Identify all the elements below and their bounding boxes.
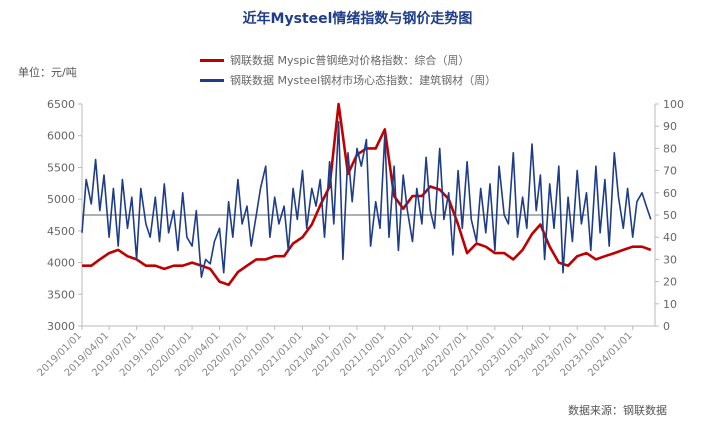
legend-label-price-index: 钢联数据 Myspic普钢绝对价格指数：综合（周） <box>230 54 470 67</box>
unit-label: 单位：元/吨 <box>18 66 77 79</box>
legend-item-sentiment-index: 钢联数据 Mysteel钢材市场心态指数：建筑钢材（周） <box>200 70 496 90</box>
left-axis-tick-label: 5500 <box>47 161 75 174</box>
left-axis-tick-label: 6500 <box>47 98 75 111</box>
legend-swatch-sentiment-index <box>200 78 224 82</box>
legend: 钢联数据 Myspic普钢绝对价格指数：综合（周） 钢联数据 Mysteel钢材… <box>200 50 496 90</box>
right-axis-tick-label: 10 <box>663 298 677 311</box>
legend-label-sentiment-index: 钢联数据 Mysteel钢材市场心态指数：建筑钢材（周） <box>230 74 497 87</box>
right-axis-tick-label: 30 <box>663 253 677 266</box>
chart-title: 近年Mysteel情绪指数与钢价走势图 <box>242 11 473 27</box>
right-axis-tick-label: 100 <box>663 98 684 111</box>
right-axis-tick-label: 70 <box>663 165 677 178</box>
right-axis-tick-label: 40 <box>663 231 677 244</box>
left-axis-tick-label: 3500 <box>47 288 75 301</box>
left-axis-tick-label: 4500 <box>47 225 75 238</box>
right-axis-tick-label: 80 <box>663 142 677 155</box>
left-axis-tick-label: 6000 <box>47 130 75 143</box>
left-axis-tick-label: 4000 <box>47 257 75 270</box>
series-line-price-index <box>82 102 652 287</box>
right-axis-tick-label: 0 <box>663 320 670 333</box>
left-axis-tick-label: 3000 <box>47 320 75 333</box>
series-line-sentiment-index <box>81 121 652 279</box>
right-axis-tick-label: 50 <box>663 209 677 222</box>
right-axis-tick-label: 90 <box>663 120 677 133</box>
right-axis-tick-label: 20 <box>663 276 677 289</box>
right-axis-tick-label: 60 <box>663 187 677 200</box>
legend-swatch-price-index <box>200 58 224 62</box>
left-axis-tick-label: 5000 <box>47 193 75 206</box>
source-note: 数据来源：钢联数据 <box>568 404 667 417</box>
legend-item-price-index: 钢联数据 Myspic普钢绝对价格指数：综合（周） <box>200 50 496 70</box>
